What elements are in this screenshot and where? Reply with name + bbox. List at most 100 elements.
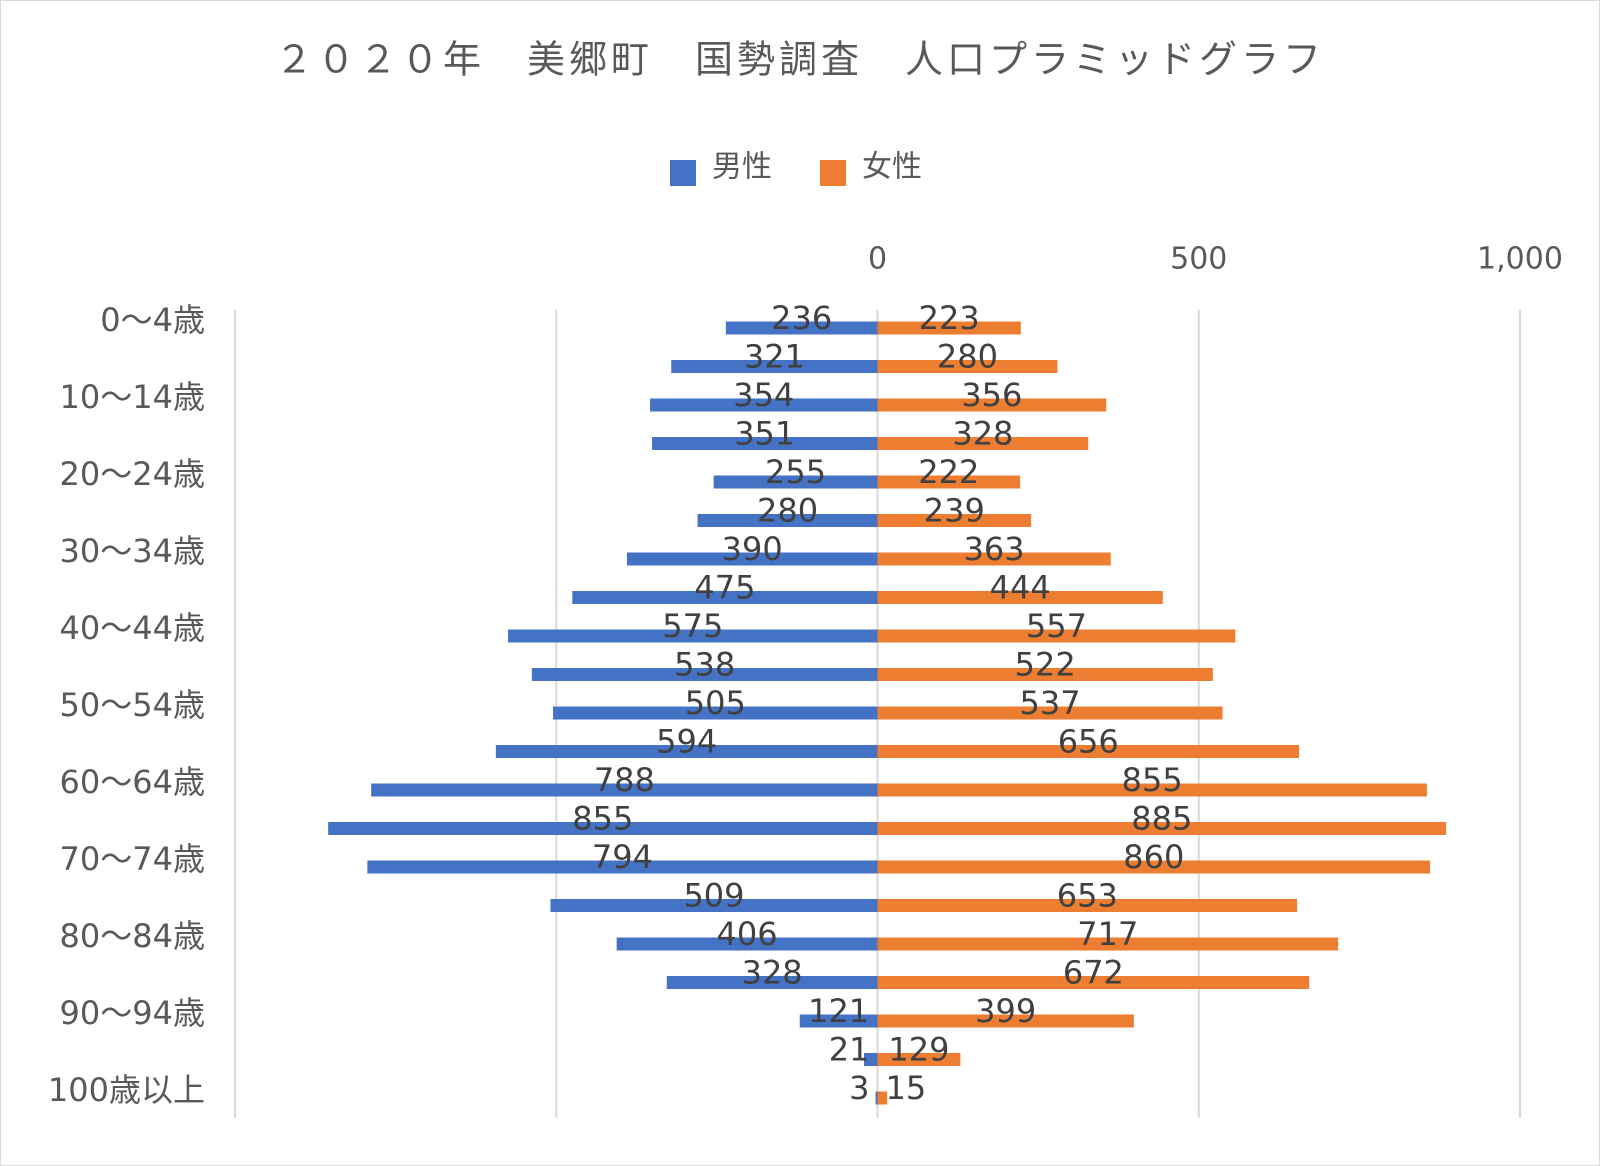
bar [713, 475, 878, 489]
bar [697, 514, 878, 527]
data-label: 406 [717, 915, 778, 953]
bar [877, 437, 1089, 450]
data-label: 672 [1063, 954, 1124, 992]
bar [799, 1014, 878, 1028]
data-label: 594 [656, 723, 717, 761]
data-label: 223 [919, 299, 980, 337]
bar [877, 475, 1021, 489]
bar [877, 1053, 961, 1066]
data-label: 280 [937, 338, 998, 376]
data-label: 575 [662, 607, 723, 645]
data-label: 537 [1019, 684, 1080, 722]
bar [877, 1014, 1134, 1028]
y-tick-label: 30～34歳 [60, 532, 205, 570]
data-label: 509 [683, 877, 744, 915]
data-label: 522 [1015, 646, 1076, 684]
bar [572, 591, 878, 604]
data-label: 444 [990, 569, 1051, 607]
bar [877, 783, 1427, 797]
data-label: 328 [742, 954, 803, 992]
data-label: 399 [975, 992, 1036, 1030]
bar [877, 899, 1298, 912]
data-label: 885 [1131, 800, 1192, 838]
data-label: 855 [572, 800, 633, 838]
bar [616, 937, 878, 951]
bar [877, 706, 1223, 720]
data-label: 121 [808, 992, 869, 1030]
bar [877, 552, 1111, 566]
data-label: 15 [886, 1069, 927, 1107]
bar [877, 668, 1213, 681]
bar [531, 668, 878, 681]
data-label: 855 [1122, 761, 1183, 799]
bar [328, 822, 878, 835]
bar [877, 822, 1447, 835]
bar [550, 899, 878, 912]
bar [877, 398, 1107, 412]
data-label: 717 [1077, 915, 1138, 953]
y-tick-label: 40～44歳 [60, 609, 205, 647]
bar [877, 1091, 888, 1105]
data-label: 239 [924, 492, 985, 530]
bar [877, 629, 1236, 643]
data-label: 255 [765, 453, 826, 491]
bar [666, 976, 878, 989]
data-label: 354 [733, 376, 794, 414]
bar [877, 860, 1431, 874]
data-label: 356 [961, 376, 1022, 414]
bar [508, 629, 878, 643]
data-label: 860 [1123, 838, 1184, 876]
data-label: 788 [594, 761, 655, 799]
bar [877, 937, 1339, 951]
x-tick-label: 0 [868, 242, 887, 277]
data-label: 3 [849, 1069, 869, 1107]
legend-label: 女性 [862, 150, 922, 185]
data-label: 328 [952, 415, 1013, 453]
bar [553, 706, 878, 720]
x-tick-label: 500 [1170, 242, 1227, 277]
y-tick-label: 10～14歳 [60, 378, 205, 416]
bar [495, 745, 878, 758]
y-tick-label: 70～74歳 [60, 840, 205, 878]
data-label: 236 [771, 299, 832, 337]
legend-label: 男性 [712, 150, 772, 185]
y-tick-label: 20～24歳 [60, 455, 205, 493]
bar [877, 591, 1163, 604]
data-label: 363 [964, 530, 1025, 568]
bar [626, 552, 878, 566]
data-label: 280 [757, 492, 818, 530]
bar [877, 976, 1310, 989]
bar [877, 514, 1032, 527]
bar [725, 321, 878, 335]
bar [877, 360, 1058, 373]
legend-swatch [670, 160, 696, 186]
y-tick-label: 50～54歳 [60, 686, 205, 724]
y-tick-label: 0～4歳 [100, 301, 205, 339]
x-tick-label: 1,000 [1477, 242, 1563, 277]
bar [875, 1091, 878, 1105]
bar [651, 437, 878, 450]
data-label: 321 [744, 338, 805, 376]
chart-title: ２０２０年 美郷町 国勢調査 人口プラミッドグラフ [275, 38, 1325, 82]
bar [877, 745, 1299, 758]
y-tick-label: 60～64歳 [60, 763, 205, 801]
data-label: 653 [1057, 877, 1118, 915]
data-label: 505 [685, 684, 746, 722]
data-label: 475 [694, 569, 755, 607]
data-label: 222 [918, 453, 979, 491]
y-tick-label: 100歳以上 [48, 1071, 205, 1109]
data-label: 794 [592, 838, 653, 876]
data-label: 557 [1026, 607, 1087, 645]
bar [650, 398, 878, 412]
bar [671, 360, 878, 373]
bar [367, 860, 878, 874]
bar [864, 1053, 878, 1066]
legend-swatch [820, 160, 846, 186]
data-label: 656 [1058, 723, 1119, 761]
data-label: 129 [888, 1031, 949, 1069]
data-label: 390 [722, 530, 783, 568]
data-label: 351 [734, 415, 795, 453]
y-tick-label: 80～84歳 [60, 917, 205, 955]
